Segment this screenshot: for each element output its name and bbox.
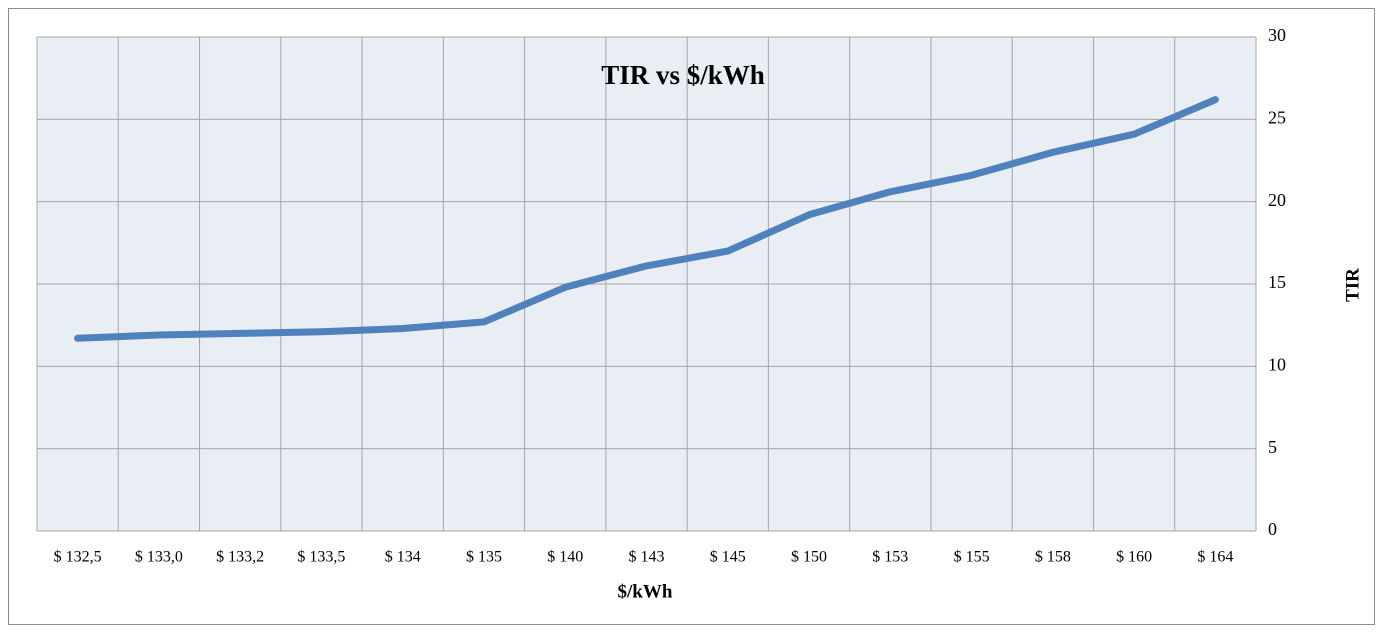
y-tick-label: 15	[1268, 272, 1286, 292]
x-tick-label: $ 134	[385, 549, 421, 566]
y-tick-label: 0	[1268, 519, 1277, 539]
x-tick-label: $ 155	[954, 549, 990, 566]
x-axis-label: $/kWh	[618, 581, 673, 602]
y-tick-label: 20	[1268, 190, 1286, 210]
y-tick-label: 30	[1268, 25, 1286, 45]
x-tick-label: $ 133,5	[297, 549, 345, 566]
line	[74, 96, 1219, 342]
y-tick-label: 10	[1268, 354, 1286, 374]
x-tick-label: $ 132,5	[54, 549, 102, 566]
x-tick-label: $ 145	[710, 549, 746, 566]
x-tick-label: $ 150	[791, 549, 827, 566]
x-tick-label: $ 158	[1035, 549, 1071, 566]
y-tick-label: 25	[1268, 107, 1286, 127]
x-tick-label: $ 135	[466, 549, 502, 566]
chart-title: TIR vs $/kWh	[601, 60, 765, 90]
x-tick-label: $ 164	[1197, 549, 1233, 566]
x-tick-label: $ 133,0	[135, 549, 183, 566]
x-tick-label: $ 140	[547, 549, 583, 566]
x-tick-label: $ 160	[1116, 549, 1152, 566]
x-tick-label: $ 153	[872, 549, 908, 566]
x-tick-label: $ 133,2	[216, 549, 264, 566]
y-tick-label: 5	[1268, 437, 1277, 457]
x-tick-label: $ 143	[629, 549, 665, 566]
y-axis-label: TIR	[1342, 268, 1363, 302]
